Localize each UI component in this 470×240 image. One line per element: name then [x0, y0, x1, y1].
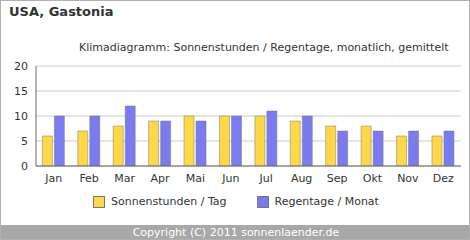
html-text:Copyright (C) 2011 sonnenlaend: Copyright (C) 2011 sonnenlaender.de	[132, 226, 340, 239]
svg-text:Okt: Okt	[363, 172, 383, 185]
svg-text:Jun: Jun	[221, 172, 239, 185]
html-text:Klimadiagramm: Sonnenstunden /: Klimadiagramm: Sonnenstunden / Regentage…	[79, 41, 449, 54]
html-text:Sonnenstunden / Tag: Sonnenstunden / Tag	[111, 195, 227, 208]
svg-text:Aug: Aug	[291, 172, 312, 185]
svg-text:Apr: Apr	[150, 172, 170, 185]
svg-text:Feb: Feb	[79, 172, 98, 185]
svg-text:Jul: Jul	[259, 172, 273, 185]
svg-text:Nov: Nov	[397, 172, 419, 185]
html-text:Regentage / Monat: Regentage / Monat	[274, 195, 379, 208]
svg-text:20: 20	[14, 60, 28, 73]
svg-text:10: 10	[14, 110, 28, 123]
svg-text:Sep: Sep	[327, 172, 348, 185]
svg-text:Jan: Jan	[44, 172, 62, 185]
svg-text:15: 15	[14, 85, 28, 98]
svg-text:5: 5	[21, 135, 28, 148]
html-text:USA, Gastonia: USA, Gastonia	[9, 4, 114, 19]
svg-text:0: 0	[21, 160, 28, 173]
svg-text:Mai: Mai	[186, 172, 205, 185]
svg-text:Dez: Dez	[433, 172, 454, 185]
svg-text:Mar: Mar	[114, 172, 135, 185]
